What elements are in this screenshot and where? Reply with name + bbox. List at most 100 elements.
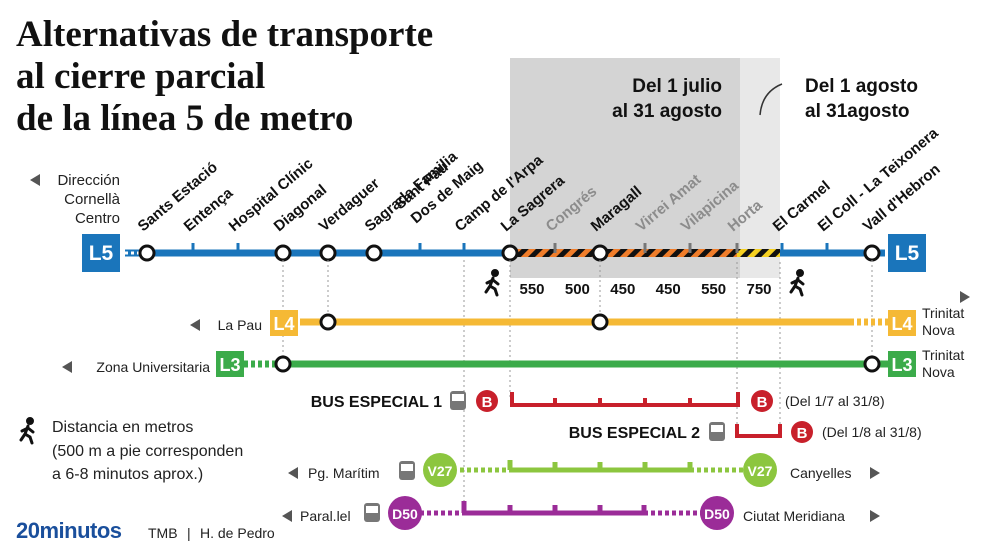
bus1-dates: (Del 1/7 al 31/8) [785,393,885,409]
l3-badge-text: L3 [219,355,240,375]
l3-to: Trinitat [922,347,964,363]
bus2-badge [791,421,813,443]
l4-from: La Pau [218,317,262,333]
station [863,355,881,373]
closure-zone-1 [510,58,740,278]
d50-from: Paral.lel [300,508,351,524]
legend: (500 m a pie corresponden [52,443,243,460]
l4-badge [888,310,916,336]
station [319,244,337,262]
walker [19,417,35,445]
d50-to: Ciutat Meridiana [743,508,845,524]
v27-badge [423,453,457,487]
l3-from: Zona Universitaria [96,359,210,375]
station [365,244,383,262]
l5-badge-text: L5 [89,242,114,265]
separator: | [187,525,191,541]
bus1-badge-text: B [757,394,768,411]
distance: 450 [656,281,681,298]
direction: Cornellà [64,191,121,208]
legend: Distancia en metros [52,419,193,436]
arrow [870,467,880,479]
distance: 550 [701,281,726,298]
closure-zone-2 [740,58,780,278]
bus-icon [399,461,415,480]
d50-badge [388,496,422,530]
arrow [190,319,200,331]
l3-badge [888,351,916,377]
period-bracket [759,83,783,116]
period: al 31agosto [805,101,910,122]
distance: 550 [519,281,544,298]
distance: 450 [610,281,635,298]
v27-badge [743,453,777,487]
d50-badge [700,496,734,530]
bus1-label: BUS ESPECIAL 1 [311,394,442,411]
walker [484,269,805,297]
bus2-line [735,424,782,438]
station-name: Vall d'Hebron [860,161,944,235]
d50-badge-text: D50 [704,506,730,522]
l5-closed [737,249,780,257]
author: H. de Pedro [200,525,275,541]
l3-badge [216,351,244,377]
title: de la línea 5 de metro [16,98,353,139]
l4-to: Trinitat [922,305,964,321]
station-name: Sants Estació [135,159,221,235]
arrow [870,510,880,522]
d50-badge-text: D50 [392,506,418,522]
bus-icon [450,391,466,410]
title: al cierre parcial [16,56,265,97]
brand: 20minutos [16,518,122,543]
v27-badge-text: V27 [748,463,773,479]
distance: 500 [565,281,590,298]
d50-line [461,501,647,516]
v27-badge-text: V27 [428,463,453,479]
l4-to: Nova [922,322,955,338]
l4-badge-text: L4 [891,314,912,334]
bus2-dates: (Del 1/8 al 31/8) [822,424,922,440]
station [274,355,292,373]
l5-closed [510,249,737,257]
bus1-badge [751,390,773,412]
period: Del 1 julio [632,76,722,97]
source: TMB [148,525,178,541]
arrow [30,174,40,186]
bus1-badge-text: B [482,394,493,411]
station [319,313,337,331]
station [591,244,609,262]
bus-icon [709,422,725,441]
distance: 750 [746,281,771,298]
station [863,244,881,262]
direction: Centro [75,210,120,227]
l3-badge-text: L3 [891,355,912,375]
bus2-badge-text: B [797,425,808,442]
arrow [62,361,72,373]
l5-badge-text: L5 [895,242,920,265]
direction: Dirección [57,172,120,189]
legend: a 6-8 minutos aprox.) [52,466,203,483]
station [501,244,519,262]
l4-badge [270,310,298,336]
period: al 31 agosto [612,101,722,122]
l5-badge [888,234,926,272]
bus1-line [510,392,740,407]
arrow [282,510,292,522]
period: Del 1 agosto [805,76,918,97]
v27-line [507,460,693,473]
l5-badge [82,234,120,272]
distances: 550 500 450 450 550 750 [519,281,771,298]
v27-from: Pg. Marítim [308,465,380,481]
arrow [288,467,298,479]
v27-to: Canyelles [790,465,851,481]
l3-to: Nova [922,364,955,380]
station [591,313,609,331]
l4-badge-text: L4 [273,314,294,334]
bus2-label: BUS ESPECIAL 2 [569,425,700,442]
arrow [960,291,970,303]
bus-icon [364,503,380,522]
title: Alternativas de transporte [16,14,433,55]
station [274,244,292,262]
station [138,244,156,262]
